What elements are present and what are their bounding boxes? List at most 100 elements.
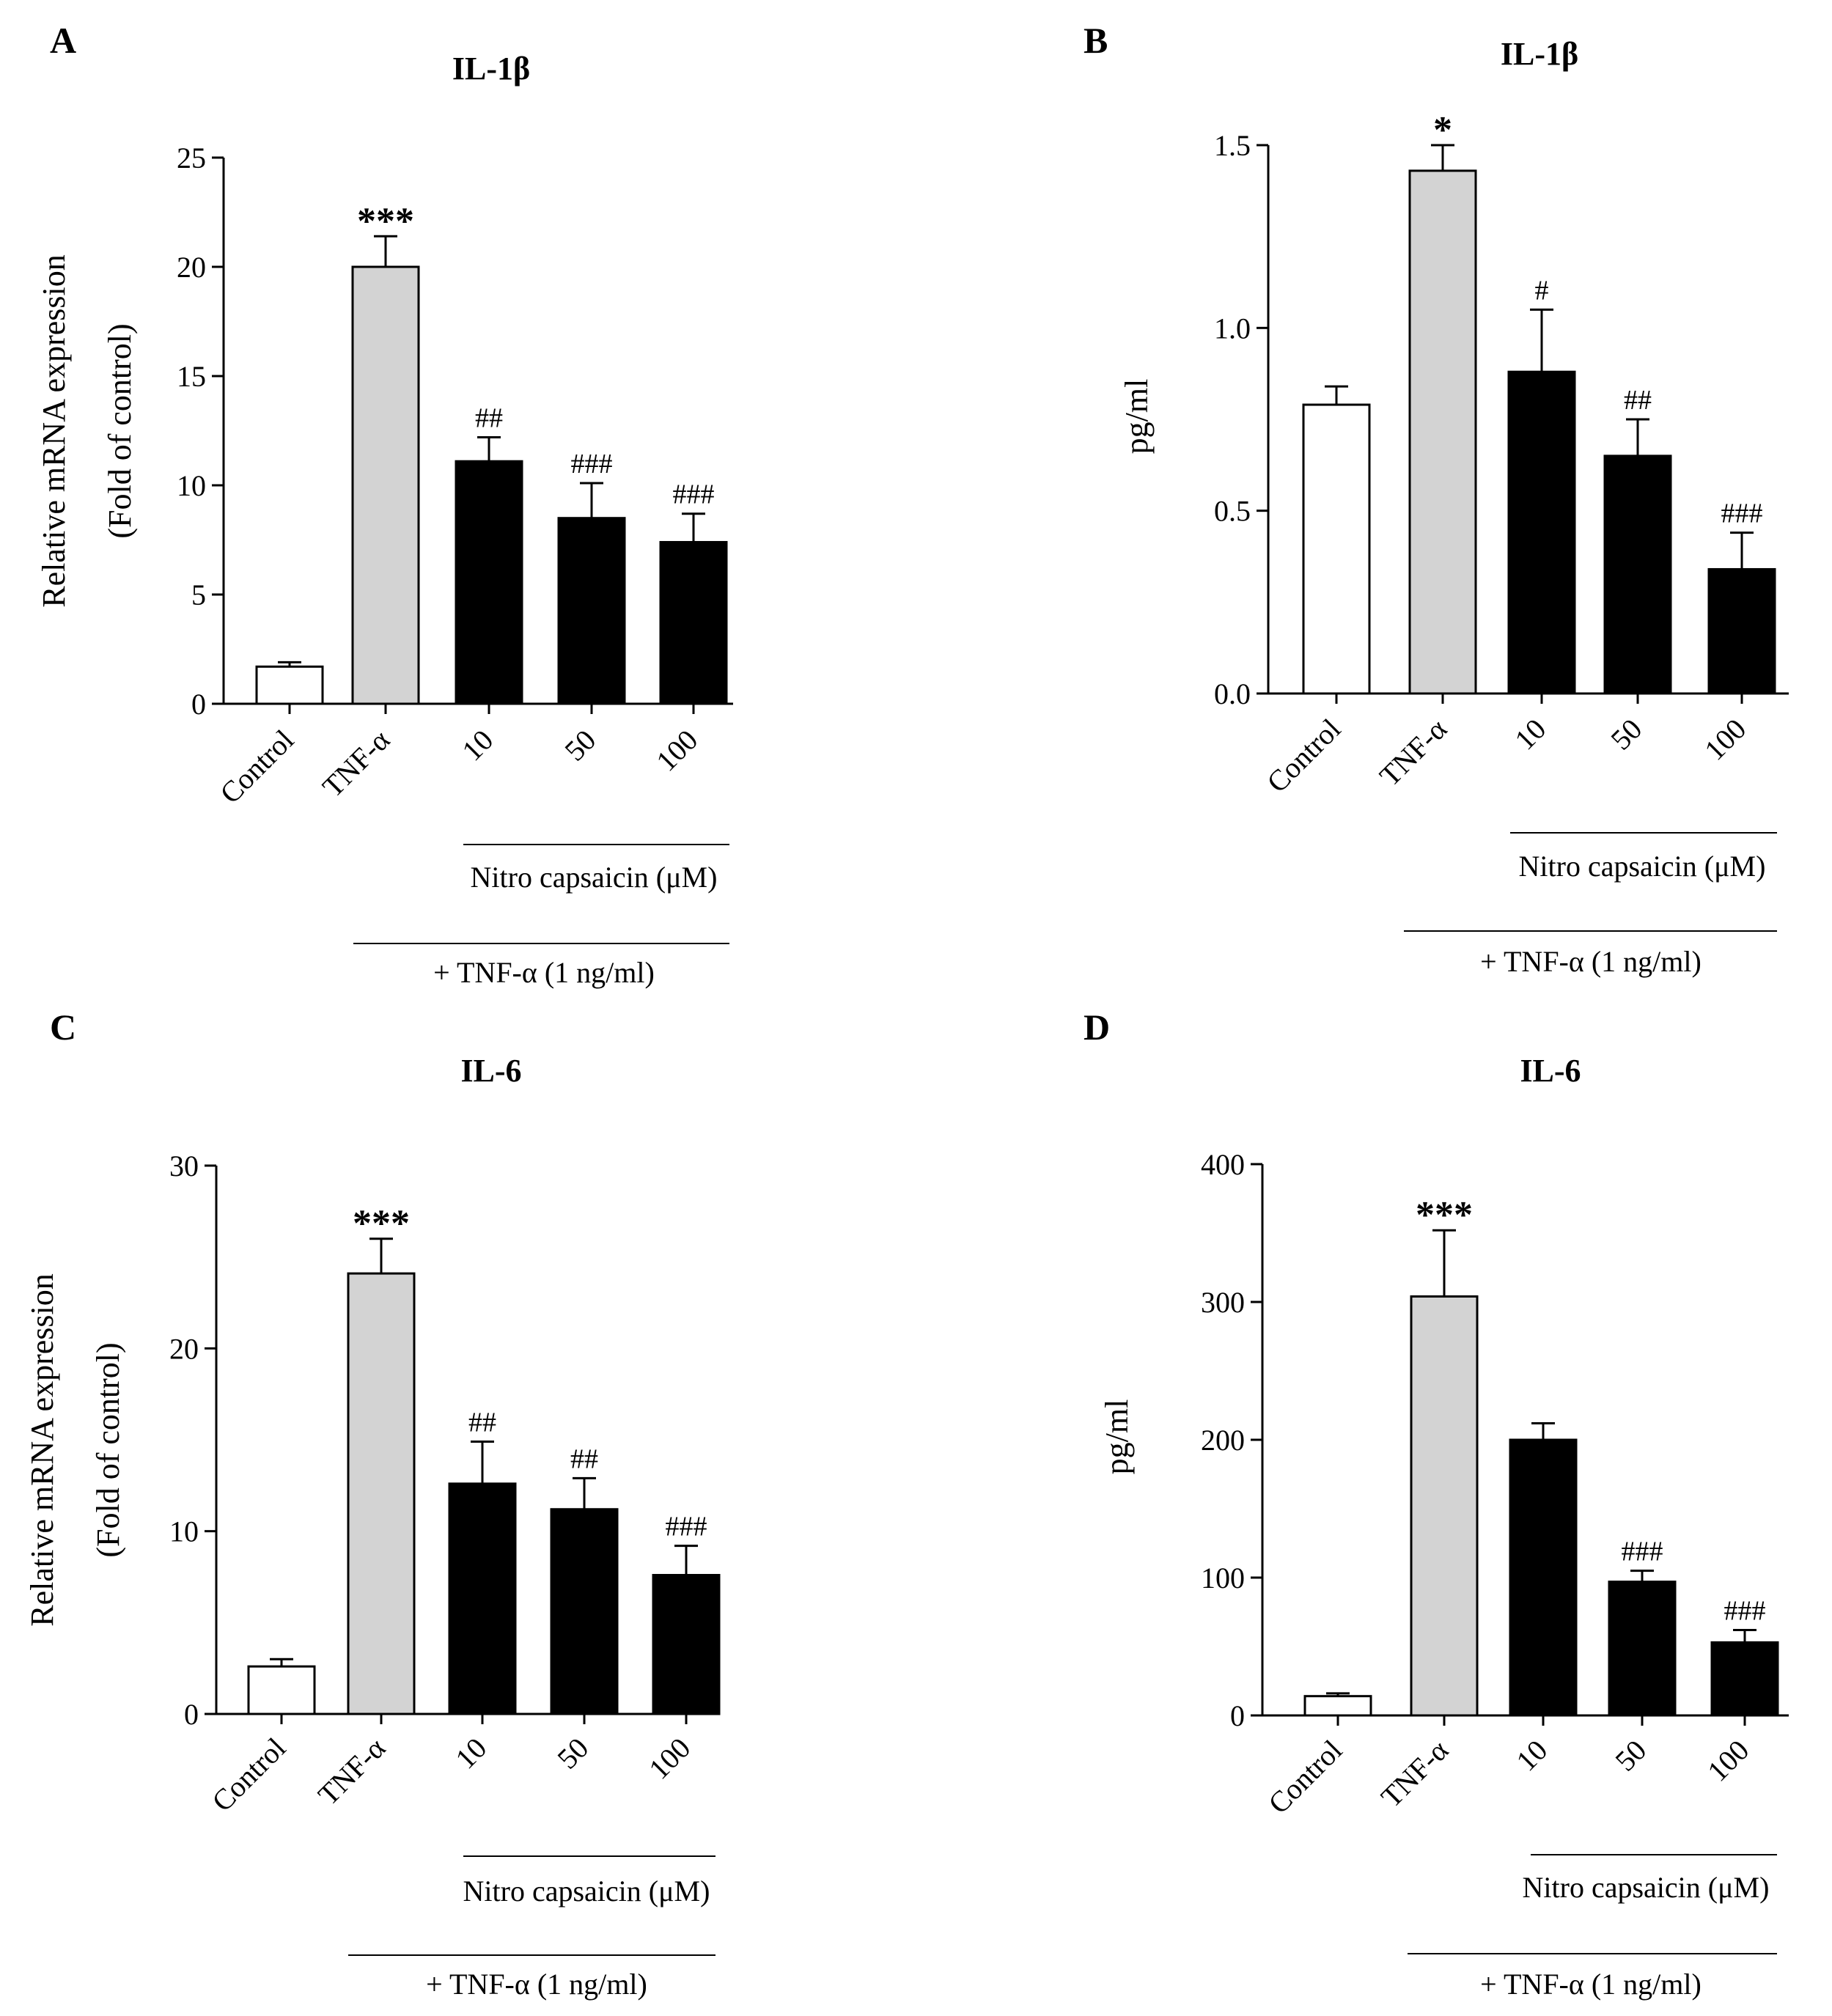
x-category-label: 100 xyxy=(1701,1734,1755,1788)
significance-label: # xyxy=(1535,275,1549,306)
bar-100 xyxy=(659,540,728,705)
y-tick-label: 100 xyxy=(1201,1561,1245,1594)
y-tick-label: 0 xyxy=(184,1698,199,1731)
bar-10 xyxy=(455,460,523,705)
y-tick-label: 0.0 xyxy=(1214,677,1251,710)
chart-title: IL-1β xyxy=(1501,36,1578,72)
bar-50 xyxy=(1608,1581,1677,1717)
y-tick-label: 30 xyxy=(169,1149,199,1182)
y-axis-label: (Fold of control) xyxy=(102,323,138,538)
treatment-label: + TNF-α (1 ng/ml) xyxy=(426,1968,647,2001)
y-tick-label: 0 xyxy=(191,688,206,721)
y-tick-label: 25 xyxy=(177,141,206,174)
bar-100 xyxy=(1707,567,1776,695)
treatment-label: + TNF-α (1 ng/ml) xyxy=(433,956,655,989)
bar-tnf- xyxy=(351,265,420,705)
significance-label: ### xyxy=(1622,1537,1663,1567)
y-tick-label: 300 xyxy=(1201,1286,1245,1319)
significance-label: *** xyxy=(353,1203,410,1245)
bar-50 xyxy=(550,1508,619,1715)
y-tick-label: 5 xyxy=(191,578,206,611)
group-label: Nitro capsaicin (μM) xyxy=(471,861,718,894)
treatment-label: + TNF-α (1 ng/ml) xyxy=(1480,945,1702,978)
group-label: Nitro capsaicin (μM) xyxy=(1519,850,1766,883)
x-category-label: 50 xyxy=(1604,713,1648,757)
significance-label: ### xyxy=(666,1512,707,1542)
bar-10 xyxy=(1509,1438,1578,1717)
y-axis-label: pg/ml xyxy=(1119,379,1155,455)
bar-tnf- xyxy=(1408,169,1477,695)
x-category-label: 50 xyxy=(558,724,602,768)
x-category-label: Control xyxy=(205,1732,292,1818)
y-tick-label: 15 xyxy=(177,360,206,393)
bar-tnf- xyxy=(347,1272,416,1715)
bar-100 xyxy=(1710,1641,1779,1717)
y-axis-label: pg/ml xyxy=(1099,1399,1135,1475)
group-label: Nitro capsaicin (μM) xyxy=(1523,1871,1770,1904)
bar-control xyxy=(1303,1695,1372,1717)
x-category-label: TNF-α xyxy=(1375,1734,1455,1814)
x-category-label: TNF-α xyxy=(312,1732,392,1812)
panel-letter: A xyxy=(50,20,76,61)
x-category-label: TNF-α xyxy=(1373,713,1454,793)
chart-title: IL-6 xyxy=(460,1053,521,1089)
bar-control xyxy=(255,665,324,705)
x-category-label: 100 xyxy=(1698,713,1752,767)
significance-label: * xyxy=(1433,109,1452,151)
significance-label: ### xyxy=(571,449,613,479)
chart-title: IL-1β xyxy=(452,51,530,87)
y-tick-label: 20 xyxy=(169,1332,199,1365)
y-tick-label: 400 xyxy=(1201,1148,1245,1181)
significance-label: ## xyxy=(570,1443,598,1474)
bar-control xyxy=(1302,403,1371,695)
x-category-label: Control xyxy=(1260,713,1347,799)
y-tick-label: 10 xyxy=(177,469,206,502)
significance-label: ### xyxy=(673,479,715,510)
significance-label: *** xyxy=(357,200,414,242)
chart-title: IL-6 xyxy=(1520,1053,1581,1089)
bar-control xyxy=(247,1665,316,1715)
panel-letter: B xyxy=(1084,20,1108,61)
bar-10 xyxy=(448,1482,517,1715)
y-tick-label: 1.0 xyxy=(1214,312,1251,345)
x-category-label: 10 xyxy=(449,1732,493,1776)
x-category-label: 50 xyxy=(551,1732,595,1776)
y-tick-label: 0 xyxy=(1230,1699,1245,1732)
significance-label: ### xyxy=(1724,1595,1766,1626)
y-tick-label: 10 xyxy=(169,1515,199,1548)
significance-label: ## xyxy=(468,1407,496,1438)
x-category-label: 10 xyxy=(1509,1734,1553,1778)
panel-letter: D xyxy=(1084,1007,1110,1048)
panel-c: C IL-6 Relative mRNA expression (Fold of co… xyxy=(24,1007,721,2001)
bar-100 xyxy=(652,1574,721,1715)
x-category-label: TNF-α xyxy=(316,724,397,804)
significance-label: ### xyxy=(1721,499,1763,529)
x-category-label: 100 xyxy=(642,1732,696,1786)
treatment-label: + TNF-α (1 ng/ml) xyxy=(1480,1968,1702,2001)
y-tick-label: 0.5 xyxy=(1214,495,1251,528)
y-axis-label: (Fold of control) xyxy=(90,1342,126,1557)
significance-label: ## xyxy=(475,402,503,433)
y-tick-label: 20 xyxy=(177,251,206,284)
bar-10 xyxy=(1507,370,1576,695)
bar-50 xyxy=(557,517,626,705)
x-category-label: Control xyxy=(1262,1734,1348,1820)
panel-letter: C xyxy=(50,1007,76,1048)
bar-50 xyxy=(1603,455,1672,695)
panel-a: A IL-1β Relative mRNA expression (Fold of c… xyxy=(36,20,733,989)
y-tick-label: 200 xyxy=(1201,1424,1245,1457)
y-axis-label: Relative mRNA expression xyxy=(24,1273,60,1627)
y-tick-label: 1.5 xyxy=(1214,129,1251,162)
significance-label: ## xyxy=(1624,385,1652,416)
x-category-label: 10 xyxy=(1508,713,1552,757)
significance-label: *** xyxy=(1416,1194,1473,1236)
panel-d: D IL-6 pg/ml 0 100 200 300 400 Control *** TNF-α 10… xyxy=(1084,1007,1789,2001)
x-category-label: 10 xyxy=(455,724,499,768)
bar-tnf- xyxy=(1410,1295,1479,1717)
x-category-label: 100 xyxy=(650,724,704,778)
x-category-label: 50 xyxy=(1608,1734,1652,1778)
group-label: Nitro capsaicin (μM) xyxy=(463,1875,710,1908)
panel-b: B IL-1β pg/ml 0.0 0.5 1.0 1.5 Control * TNF-α #10 #… xyxy=(1084,20,1789,978)
y-axis-label: Relative mRNA expression xyxy=(36,254,72,608)
